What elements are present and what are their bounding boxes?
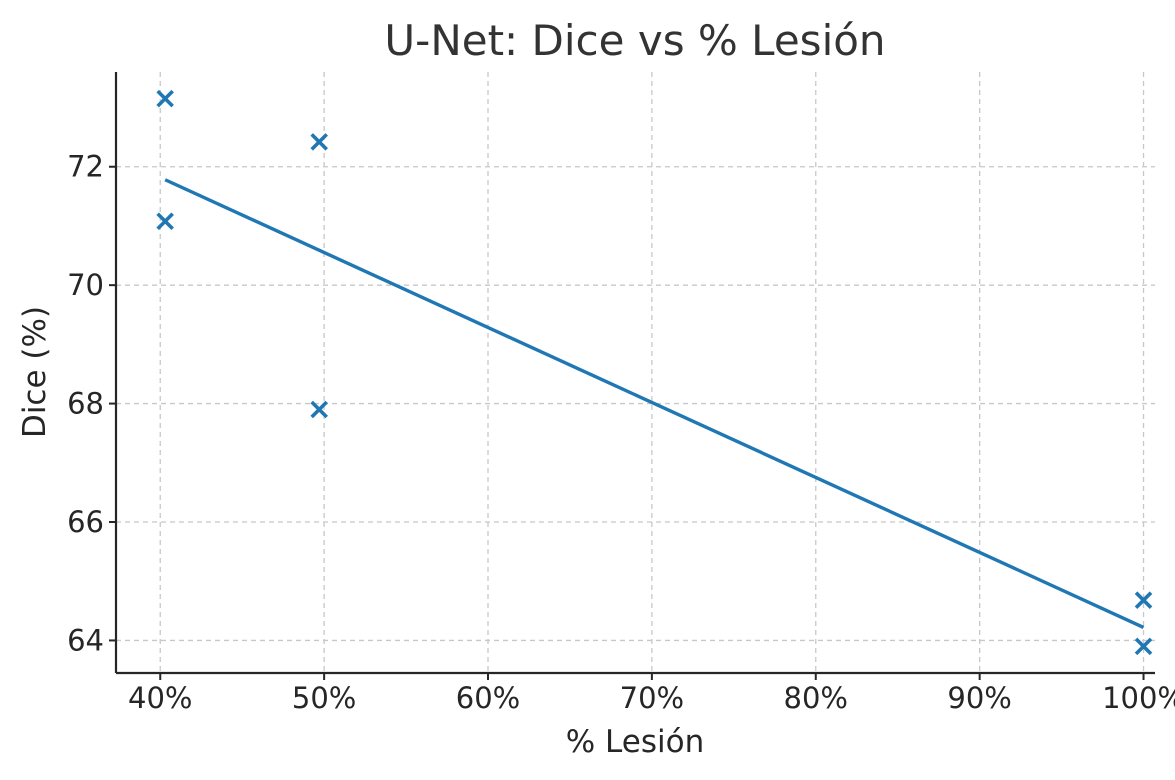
x-tick-label: 80% [784, 681, 848, 715]
data-point [310, 133, 328, 151]
data-point [156, 212, 174, 230]
x-tick-label: 70% [620, 681, 684, 715]
data-points [156, 89, 1153, 656]
y-tick-label: 64 [67, 623, 104, 657]
x-tick-label: 60% [456, 681, 520, 715]
trend-line-layer [164, 178, 1145, 629]
x-tick-label: 90% [947, 681, 1011, 715]
x-tick-label: 100% [1102, 681, 1175, 715]
data-point-stroke [310, 400, 328, 419]
data-point-stroke [156, 212, 174, 230]
data-point-stroke [310, 133, 328, 151]
grid [116, 72, 1155, 673]
x-tick-label: 50% [292, 681, 356, 715]
data-point [1134, 591, 1153, 609]
data-point [310, 400, 328, 419]
data-point [156, 89, 174, 108]
y-tick-label: 72 [67, 150, 104, 184]
x-tick-label: 40% [128, 681, 192, 715]
data-point-stroke [1134, 591, 1153, 609]
y-tick-label: 66 [67, 505, 104, 539]
chart-title: U-Net: Dice vs % Lesión [384, 16, 885, 65]
axes [109, 72, 1155, 680]
y-tick-label: 68 [67, 387, 104, 421]
trend-line [164, 178, 1145, 629]
data-point [1134, 637, 1153, 656]
y-axis-label: Dice (%) [17, 306, 53, 438]
data-point-stroke [1134, 637, 1153, 656]
data-point-stroke [156, 89, 174, 108]
tick-labels: 40% 50% 60% 70% 80% 90% 100% 64 66 68 70 72 [67, 150, 1175, 715]
y-tick-label: 70 [67, 268, 104, 302]
x-axis-label: % Lesión [566, 724, 705, 760]
